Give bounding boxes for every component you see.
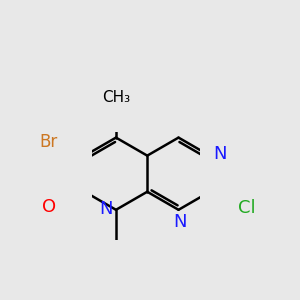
Text: CH₃: CH₃	[102, 90, 130, 105]
Text: Br: Br	[40, 133, 58, 151]
Text: N: N	[173, 213, 187, 231]
Text: Cl: Cl	[238, 199, 256, 217]
Text: N: N	[100, 200, 113, 217]
Text: N: N	[213, 146, 226, 164]
Text: O: O	[42, 198, 56, 216]
